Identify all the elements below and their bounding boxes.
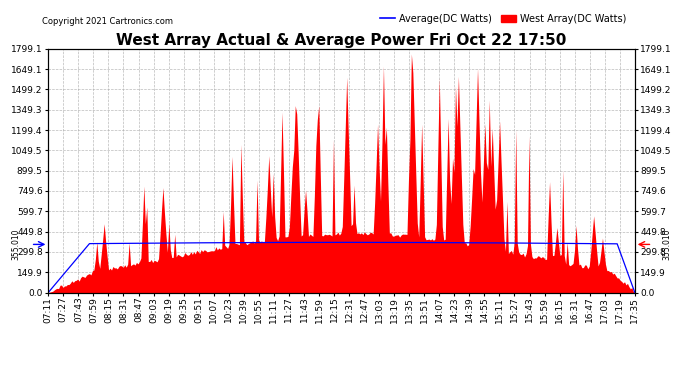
- Text: 355.010: 355.010: [662, 229, 671, 260]
- Text: 355.010: 355.010: [12, 229, 21, 260]
- Legend: Average(DC Watts), West Array(DC Watts): Average(DC Watts), West Array(DC Watts): [376, 10, 630, 27]
- Text: Copyright 2021 Cartronics.com: Copyright 2021 Cartronics.com: [43, 17, 173, 26]
- Title: West Array Actual & Average Power Fri Oct 22 17:50: West Array Actual & Average Power Fri Oc…: [117, 33, 566, 48]
